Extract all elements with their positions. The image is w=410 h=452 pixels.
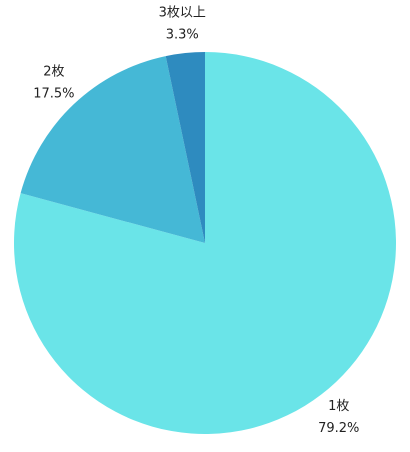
slice-value-label: 79.2% — [318, 421, 359, 436]
slice-value-label: 3.3% — [166, 28, 199, 43]
pie-slice — [20, 56, 205, 243]
slice-label: 3枚以上 — [159, 6, 206, 21]
slice-label: 1枚 — [328, 399, 349, 414]
slice-value-label: 17.5% — [33, 87, 74, 102]
slice-label: 2枚 — [43, 65, 64, 80]
pie-slice — [165, 52, 205, 243]
pie-slice — [13, 52, 396, 434]
